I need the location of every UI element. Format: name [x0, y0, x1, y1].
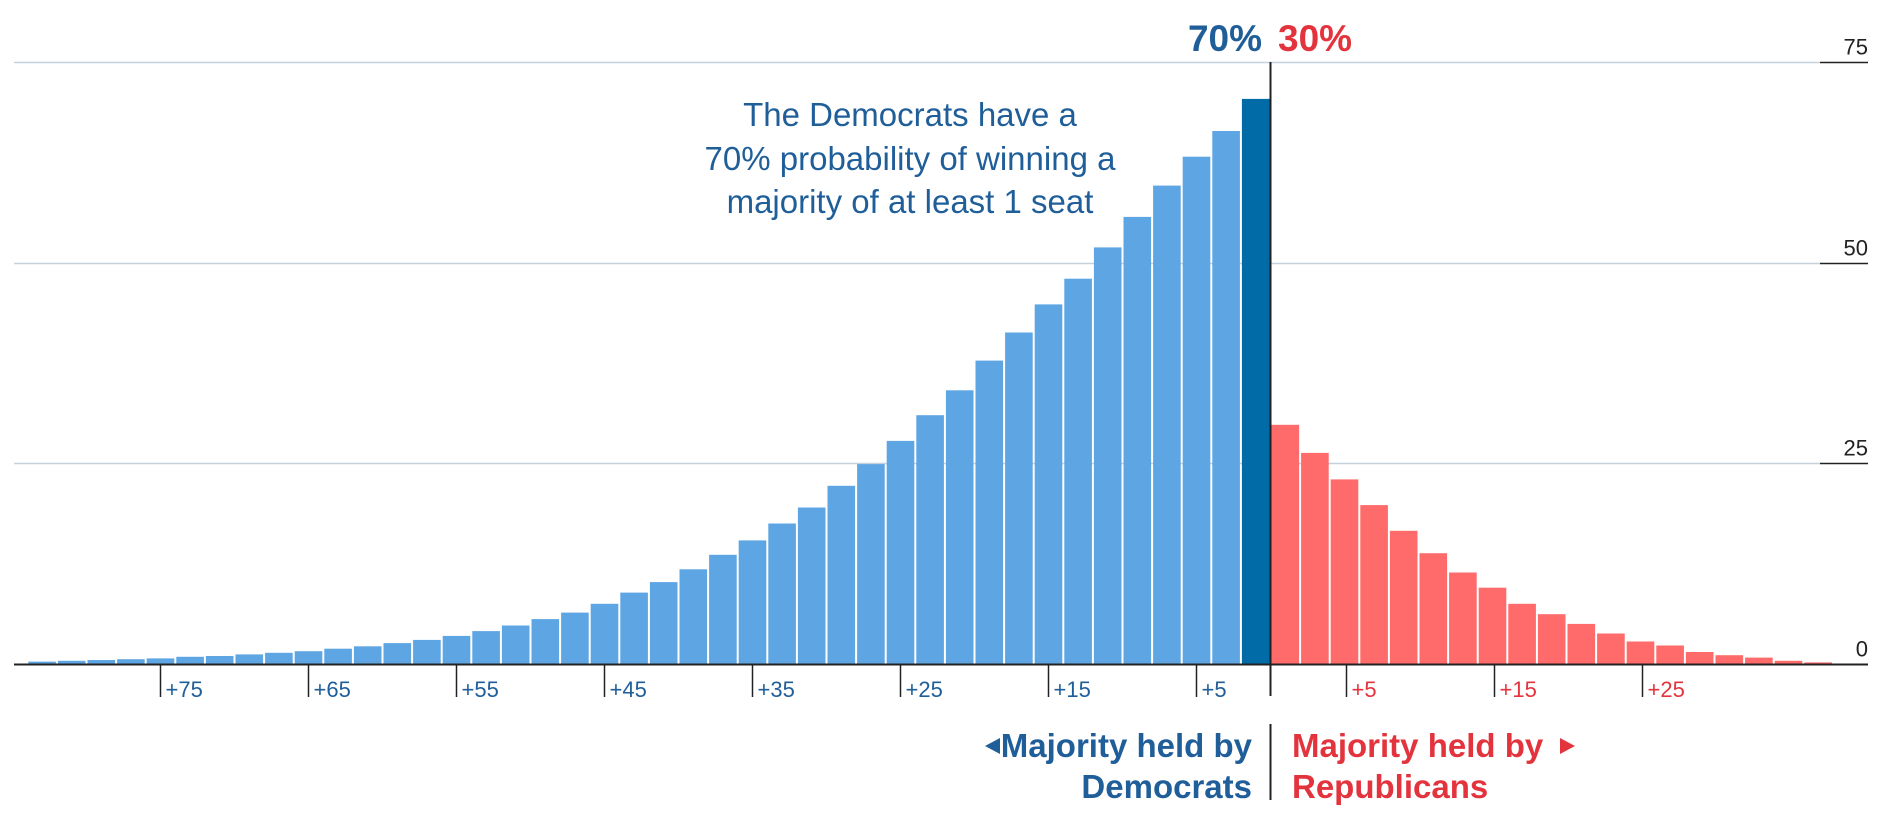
- rep-probability-label: 30%: [1278, 18, 1352, 59]
- dem-bar: [916, 415, 944, 664]
- annotation: The Democrats have a 70% probability of …: [705, 96, 1117, 220]
- dem-bar: [679, 569, 708, 664]
- dem-bar: [886, 440, 915, 664]
- dem-bar: [1153, 185, 1181, 664]
- x-tick-label: +45: [610, 677, 647, 702]
- dem-bar: [205, 656, 234, 664]
- dem-bar: [1093, 247, 1122, 664]
- dem-bar: [413, 639, 441, 664]
- dem-bar: [472, 631, 500, 664]
- y-tick-label: 50: [1844, 236, 1868, 261]
- rep-bar: [1360, 505, 1388, 664]
- rep-bar: [1804, 662, 1832, 664]
- dem-bar: [768, 523, 796, 664]
- dem-bar: [146, 658, 175, 664]
- y-axis-ticks: 75 50 25 0: [1820, 35, 1868, 662]
- dem-bar: [117, 659, 145, 664]
- dem-bar: [590, 603, 619, 664]
- x-tick-label: +25: [1648, 677, 1685, 702]
- rep-bar: [1330, 479, 1359, 664]
- dem-probability-label: 70%: [1188, 18, 1262, 59]
- rep-bar: [1537, 614, 1566, 664]
- rep-bar: [1567, 623, 1596, 664]
- dem-bar: [324, 648, 352, 664]
- x-tick-label: +15: [1054, 677, 1091, 702]
- annotation-line: majority of at least 1 seat: [727, 183, 1094, 220]
- rep-bar: [1508, 603, 1536, 664]
- dem-bar: [945, 390, 974, 664]
- dem-bar: [176, 656, 204, 664]
- dem-bar: [1005, 332, 1033, 664]
- dem-bar: [294, 651, 323, 664]
- dem-bar: [87, 660, 116, 664]
- dem-bar: [265, 652, 293, 664]
- rep-bar: [1685, 652, 1714, 664]
- rep-bar: [1745, 657, 1773, 664]
- x-tick-label: +65: [314, 677, 351, 702]
- dem-bar: [649, 582, 678, 664]
- dem-side-label-line1: Majority held by: [1001, 727, 1253, 764]
- dem-bar: [531, 619, 560, 664]
- y-tick-label: 75: [1844, 35, 1868, 60]
- dem-bar: [1034, 304, 1063, 664]
- dem-bar: [1212, 131, 1240, 664]
- dem-bar: [857, 464, 885, 664]
- rep-bar: [1478, 587, 1507, 664]
- dem-bar: [353, 646, 382, 664]
- dem-side-label-line2: Democrats: [1081, 768, 1252, 805]
- dem-bar: [501, 625, 530, 664]
- rep-bar: [1301, 452, 1329, 664]
- dem-bar: [442, 635, 471, 664]
- x-axis: +75 +65 +55 +45 +35 +25 +15 +5 +5 +15 +25: [14, 62, 1868, 702]
- rep-bar: [1419, 553, 1448, 664]
- bars: [28, 98, 1832, 664]
- rep-bar: [1656, 645, 1684, 664]
- dem-bar: [1241, 98, 1270, 664]
- dem-bar: [1064, 278, 1092, 664]
- right-arrow-icon: [1560, 738, 1575, 754]
- rep-bar: [1449, 572, 1477, 664]
- dem-bar: [1123, 216, 1152, 664]
- rep-side-label: Majority held by Republicans: [1292, 727, 1575, 805]
- x-tick-label: +5: [1352, 677, 1377, 702]
- x-tick-label: +15: [1500, 677, 1537, 702]
- rep-side-label-line1: Majority held by: [1292, 727, 1544, 764]
- rep-bar: [1271, 424, 1300, 664]
- dem-bar: [709, 554, 737, 664]
- x-tick-label: +55: [462, 677, 499, 702]
- y-tick-label: 25: [1844, 436, 1868, 461]
- dem-bar: [827, 485, 856, 664]
- x-tick-label: +25: [906, 677, 943, 702]
- annotation-line: 70% probability of winning a: [705, 140, 1117, 177]
- dem-bar: [1182, 156, 1211, 664]
- dem-bar: [797, 507, 826, 664]
- rep-bar: [1597, 633, 1625, 664]
- dem-bar: [235, 654, 264, 664]
- dem-bar: [57, 660, 86, 664]
- x-tick-label: +5: [1202, 677, 1227, 702]
- left-arrow-icon: [985, 738, 1000, 754]
- dem-bar: [975, 360, 1004, 664]
- annotation-line: The Democrats have a: [743, 96, 1077, 133]
- rep-bar: [1626, 641, 1655, 664]
- x-tick-label: +75: [166, 677, 203, 702]
- dem-bar: [738, 540, 767, 664]
- rep-bar: [1715, 655, 1744, 664]
- x-tick-label: +35: [758, 677, 795, 702]
- y-tick-label: 0: [1856, 637, 1868, 662]
- dem-side-label: Majority held by Democrats: [985, 727, 1253, 805]
- dem-bar: [28, 661, 56, 664]
- dem-bar: [383, 643, 412, 664]
- rep-bar: [1389, 530, 1418, 664]
- rep-bar: [1774, 660, 1803, 664]
- rep-side-label-line2: Republicans: [1292, 768, 1488, 805]
- dem-bar: [620, 592, 648, 664]
- dem-bar: [561, 612, 589, 664]
